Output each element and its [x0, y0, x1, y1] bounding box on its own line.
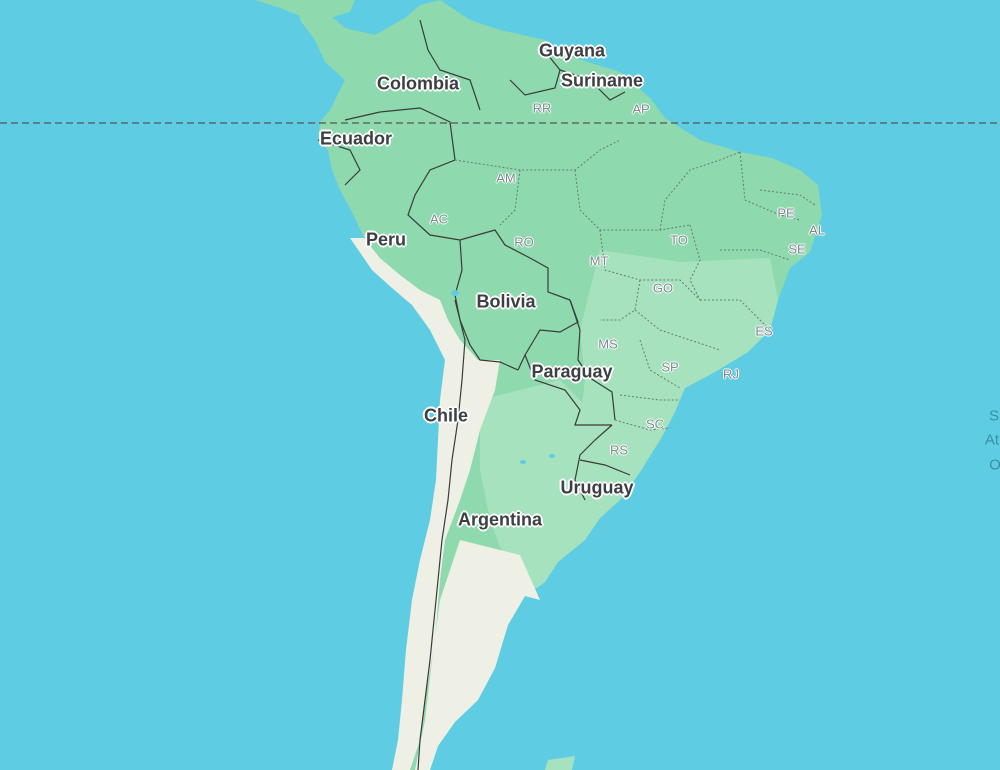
state-label-rj[interactable]: RJ [723, 366, 739, 382]
state-label-go[interactable]: GO [652, 280, 674, 296]
land-desert-patagonia [415, 540, 540, 770]
country-label-suriname[interactable]: Suriname [560, 70, 644, 91]
lake-small [549, 454, 555, 458]
ocean-label-line-2: At [984, 431, 1000, 449]
border-ecuador [317, 139, 361, 186]
country-label-uruguay[interactable]: Uruguay [560, 477, 634, 498]
state-border-to [689, 224, 701, 301]
state-label-se[interactable]: SE [788, 241, 806, 257]
border-colombia-peru-brazil [344, 107, 571, 301]
state-border-mg-sp [634, 309, 721, 351]
state-label-pe[interactable]: PE [777, 205, 795, 221]
country-label-chile[interactable]: Chile [423, 405, 469, 426]
land-lighter-pampas [480, 380, 620, 596]
country-label-bolivia[interactable]: Bolivia [476, 291, 536, 312]
country-label-guyana[interactable]: Guyana [538, 40, 606, 61]
border-paraguay-argentina [524, 354, 612, 426]
state-border-ba [720, 249, 791, 261]
state-borders [454, 139, 816, 431]
land-lighter-east [575, 250, 778, 518]
state-border-pa-ma [659, 151, 741, 231]
border-paraguay-brazil [569, 299, 616, 421]
country-label-peru[interactable]: Peru [365, 229, 407, 250]
ocean-label-line-1: S [988, 407, 1000, 425]
state-border-ne [739, 151, 801, 221]
state-label-to[interactable]: TO [670, 232, 688, 248]
country-label-ecuador[interactable]: Ecuador [319, 128, 393, 149]
state-border-ac-ro [499, 169, 521, 226]
state-border-pr-sc [619, 394, 680, 401]
state-label-ap[interactable]: AP [632, 101, 650, 117]
country-label-colombia[interactable]: Colombia [376, 73, 460, 94]
state-label-ro[interactable]: RO [514, 234, 534, 250]
border-guyana [509, 54, 561, 96]
state-label-al[interactable]: AL [809, 222, 825, 238]
state-label-ms[interactable]: MS [598, 336, 618, 352]
border-argentina-uruguay [574, 424, 613, 501]
state-border-pe [759, 189, 816, 206]
state-label-ac[interactable]: AC [429, 211, 449, 227]
lake-titicaca [451, 290, 459, 296]
border-colombia-venezuela [419, 19, 481, 111]
lake-small [520, 460, 526, 464]
ocean-label-line-3: O [989, 456, 1000, 474]
border-suriname [559, 69, 626, 101]
state-label-am[interactable]: AM [496, 170, 516, 186]
border-chile-argentina [417, 299, 466, 770]
state-border-mg [700, 299, 771, 331]
state-label-sc[interactable]: SC [645, 416, 665, 432]
state-label-sp[interactable]: SP [661, 359, 679, 375]
state-label-rs[interactable]: RS [609, 442, 629, 458]
border-uruguay-brazil [579, 459, 631, 476]
falklands-land [545, 756, 575, 770]
country-borders [317, 19, 631, 770]
state-label-rr[interactable]: RR [532, 100, 552, 116]
country-label-paraguay[interactable]: Paraguay [531, 361, 613, 382]
border-peru-bolivia-chile [454, 239, 519, 371]
country-label-argentina[interactable]: Argentina [457, 509, 543, 530]
state-border-sc-rs [614, 419, 671, 431]
state-label-mt[interactable]: MT [589, 253, 609, 269]
state-label-es[interactable]: ES [755, 323, 773, 339]
